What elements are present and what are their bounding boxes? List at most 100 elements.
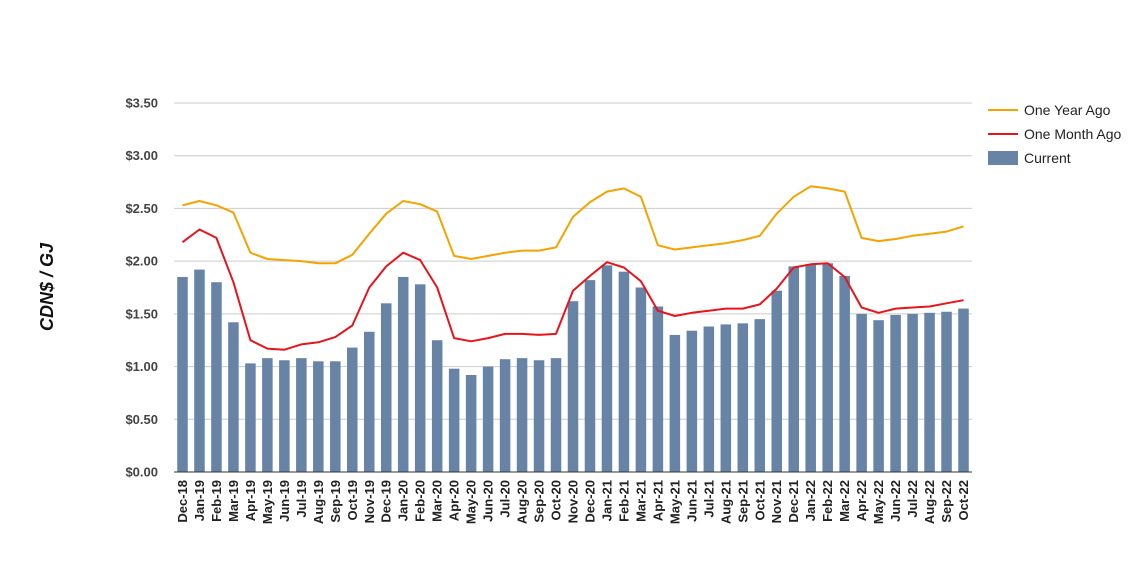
y-tick-label: $2.00 [125,254,158,269]
bar-current [805,264,816,472]
y-tick-label: $1.00 [125,359,158,374]
x-tick-label: Dec-19 [379,480,394,523]
x-tick-label: Nov-21 [769,480,784,523]
bar-current [228,322,239,472]
x-tick-label: Mar-21 [633,480,648,522]
x-tick-label: Apr-21 [650,480,665,521]
legend-label-current: Current [1024,150,1071,166]
x-tick-label: Nov-19 [362,480,377,523]
bar-current [380,303,392,472]
bar-current [516,358,528,472]
x-tick-label: Sep-19 [328,480,343,523]
x-tick-label: Aug-21 [718,480,733,524]
bar-current [771,290,783,472]
bar-current [873,320,884,472]
x-tick-label: Oct-21 [752,480,767,520]
x-tick-label: Dec-20 [582,480,597,523]
bar-current [890,314,901,472]
bar-current [550,358,562,472]
y-tick-label: $1.50 [125,306,158,321]
bar-current [618,271,630,472]
x-tick-label: Jan-19 [192,480,207,521]
legend: One Year Ago One Month Ago Current [988,102,1122,166]
x-tick-label: May-22 [871,480,886,524]
x-tick-label: Aug-20 [515,480,530,524]
line-one-year-ago [182,185,964,265]
x-tick-label: Oct-19 [345,480,360,520]
x-tick-label: Dec-21 [786,480,801,523]
bar-current [397,276,409,472]
x-tick-label: Nov-20 [566,480,581,523]
bar-current [414,284,426,472]
y-axis-label: CDN$ / GJ [37,242,57,331]
x-tick-label: Sep-21 [735,480,750,523]
x-tick-label: Mar-22 [837,480,852,522]
x-tick-label: Jun-22 [888,480,903,522]
bars-current [177,263,969,472]
bar-current [958,308,969,472]
bar-current [499,359,511,472]
bar-current [245,363,256,472]
x-tick-label: Jul-19 [294,480,309,518]
x-axis-ticks: Dec-18 Jan-19 Feb-19 Mar-19 Apr-19 May-19 Jun-… [175,480,971,524]
line-one-month-ago [181,228,964,351]
bar-current [448,368,460,472]
bar-current [296,358,307,472]
bar-current [211,282,222,472]
bar-current [941,311,952,472]
x-tick-label: Sep-20 [532,480,547,523]
bar-current [533,360,545,472]
bar-current [262,358,273,472]
bar-current [363,331,375,472]
x-tick-label: Feb-21 [616,480,631,522]
legend-label-one-month-ago: One Month Ago [1024,126,1122,142]
bar-current [754,319,766,472]
bar-current [279,360,290,472]
x-tick-label: Sep-22 [939,480,954,523]
y-tick-label: $3.50 [125,96,158,111]
y-tick-label: $0.00 [125,465,158,480]
x-tick-label: Apr-19 [243,480,258,521]
x-tick-label: May-19 [260,480,275,524]
x-tick-label: Feb-20 [413,480,428,522]
bar-current [431,340,443,472]
bar-current [465,375,477,472]
x-tick-label: Jun-19 [277,480,292,522]
bar-current [482,366,494,472]
x-tick-label: Jul-20 [498,480,513,518]
bar-current [720,324,732,472]
bar-current [194,269,205,472]
y-tick-label: $3.00 [125,148,158,163]
bar-current [652,306,664,472]
bar-current [584,280,596,472]
x-tick-label: Aug-22 [922,480,937,524]
bar-current [686,330,698,472]
bar-current [177,276,188,472]
y-tick-label: $0.50 [125,412,158,427]
x-tick-label: May-21 [667,480,682,524]
bar-current [635,287,647,472]
bar-current [567,301,579,472]
x-tick-label: Apr-22 [854,480,869,521]
bar-current [347,347,358,472]
bar-current [856,313,867,472]
bar-current [907,313,918,472]
x-tick-label: Feb-22 [820,480,835,522]
y-axis-ticks: $0.00 $0.50 $1.00 $1.50 $2.00 $2.50 $3.00 $3.50 [125,96,158,480]
x-tick-label: Feb-19 [209,480,224,522]
bar-current [924,312,935,472]
x-tick-label: Jan-21 [599,480,614,521]
bar-current [703,326,715,472]
x-tick-label: Jun-20 [481,480,496,522]
bar-current [601,265,613,472]
lines [181,185,964,351]
x-tick-label: Mar-19 [226,480,241,522]
x-tick-label: Jan-20 [396,480,411,521]
x-tick-label: Mar-20 [430,480,445,522]
legend-label-one-year-ago: One Year Ago [1024,102,1111,118]
bar-current [822,263,833,472]
x-tick-label: Dec-18 [175,480,190,523]
x-tick-label: Jul-21 [701,480,716,518]
